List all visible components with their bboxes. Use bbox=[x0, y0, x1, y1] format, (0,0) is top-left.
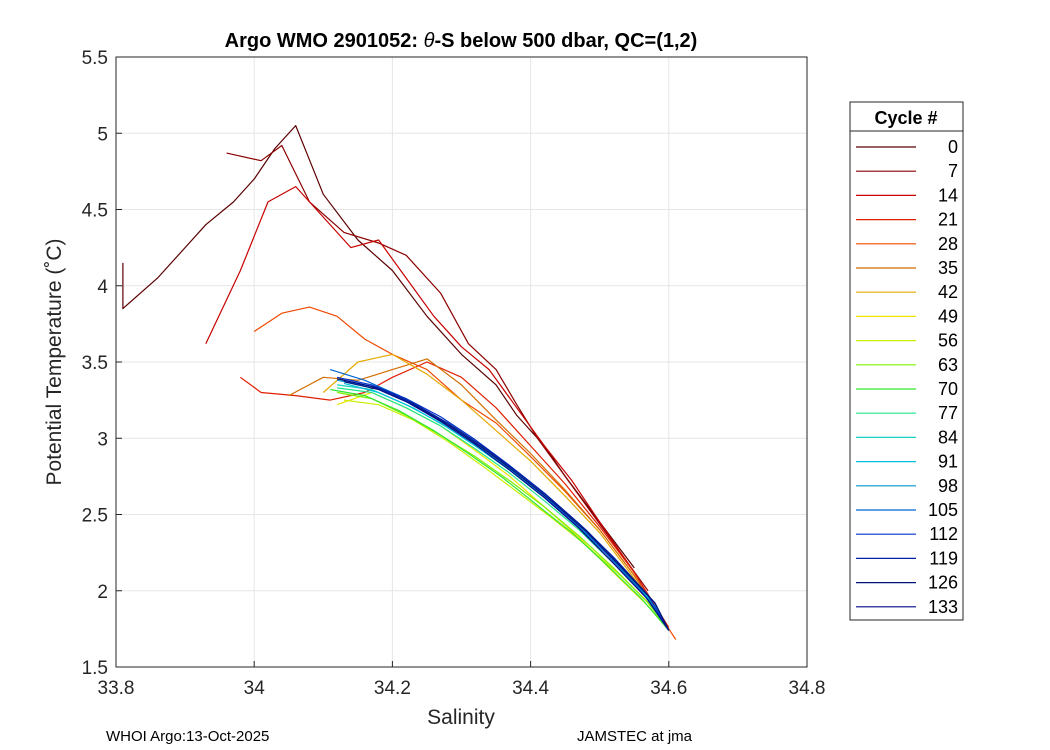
legend-label-14: 14 bbox=[938, 185, 958, 205]
legend-label-126: 126 bbox=[928, 573, 958, 593]
y-tick-label: 1.5 bbox=[82, 658, 108, 679]
series-group bbox=[122, 124, 677, 640]
y-tick-label: 5.5 bbox=[82, 48, 108, 69]
x-tick-label: 34.2 bbox=[374, 678, 411, 699]
x-tick-label: 34 bbox=[244, 678, 266, 699]
legend-label-133: 133 bbox=[928, 597, 958, 617]
legend-label-105: 105 bbox=[928, 500, 958, 520]
series-line-cycle-14 bbox=[205, 186, 670, 630]
legend-label-0: 0 bbox=[948, 137, 958, 157]
y-tick-label: 3.5 bbox=[82, 353, 108, 374]
y-tick-label: 4 bbox=[97, 277, 108, 298]
legend-label-49: 49 bbox=[938, 306, 958, 326]
legend-label-119: 119 bbox=[929, 548, 958, 568]
series-line-cycle-21 bbox=[240, 361, 670, 628]
y-tick-label: 2 bbox=[97, 582, 108, 603]
legend-label-112: 112 bbox=[929, 524, 958, 544]
series-line-cycle-119 bbox=[343, 379, 670, 631]
y-ticks: 1.5 2 2.5 3 3.5 4 4.5 5 5.5 bbox=[82, 48, 122, 679]
y-tick-label: 3 bbox=[97, 429, 108, 450]
legend-label-63: 63 bbox=[938, 355, 958, 375]
x-axis-label: Salinity bbox=[427, 706, 495, 729]
series-line-cycle-63 bbox=[336, 391, 670, 631]
legend: Cycle # 0 7 14 21 28 35 42 49 56 63 70 77 84 91 98 105 1… bbox=[849, 101, 964, 621]
x-ticks: 33.8 34 34.2 34.4 34.6 34.8 bbox=[98, 661, 826, 699]
series-line-cycle-7 bbox=[226, 144, 649, 592]
legend-label-91: 91 bbox=[938, 452, 958, 472]
legend-label-70: 70 bbox=[938, 379, 958, 399]
legend-entries: 0 7 14 21 28 35 42 49 56 63 70 77 84 91 98 105 112 119 126… bbox=[856, 137, 958, 617]
legend-label-77: 77 bbox=[938, 403, 958, 423]
footer-right: JAMSTEC at jma bbox=[577, 728, 693, 745]
y-axis-label: Potential Temperature (˚C) bbox=[43, 238, 66, 485]
legend-title: Cycle # bbox=[874, 108, 937, 128]
y-tick-label: 5 bbox=[97, 124, 108, 145]
chart-title: Argo WMO 2901052: θ-S below 500 dbar, QC… bbox=[225, 30, 698, 52]
legend-label-7: 7 bbox=[948, 161, 958, 181]
footer-left: WHOI Argo:13-Oct-2025 bbox=[106, 728, 269, 745]
x-tick-label: 34.4 bbox=[512, 678, 549, 699]
x-tick-label: 34.8 bbox=[789, 678, 826, 699]
legend-label-56: 56 bbox=[938, 331, 958, 351]
legend-label-21: 21 bbox=[938, 210, 958, 230]
legend-label-42: 42 bbox=[938, 282, 958, 302]
legend-label-35: 35 bbox=[938, 258, 958, 278]
series-line-cycle-133 bbox=[336, 378, 670, 631]
series-line-cycle-35 bbox=[288, 358, 670, 631]
legend-label-98: 98 bbox=[938, 476, 958, 496]
legend-label-28: 28 bbox=[938, 234, 958, 254]
y-tick-label: 4.5 bbox=[82, 201, 108, 222]
x-tick-label: 33.8 bbox=[98, 678, 135, 699]
x-tick-label: 34.6 bbox=[650, 678, 687, 699]
series-line-cycle-42 bbox=[322, 353, 670, 631]
y-tick-label: 2.5 bbox=[82, 506, 108, 527]
series-line-cycle-70 bbox=[330, 388, 670, 631]
legend-label-84: 84 bbox=[938, 427, 958, 447]
